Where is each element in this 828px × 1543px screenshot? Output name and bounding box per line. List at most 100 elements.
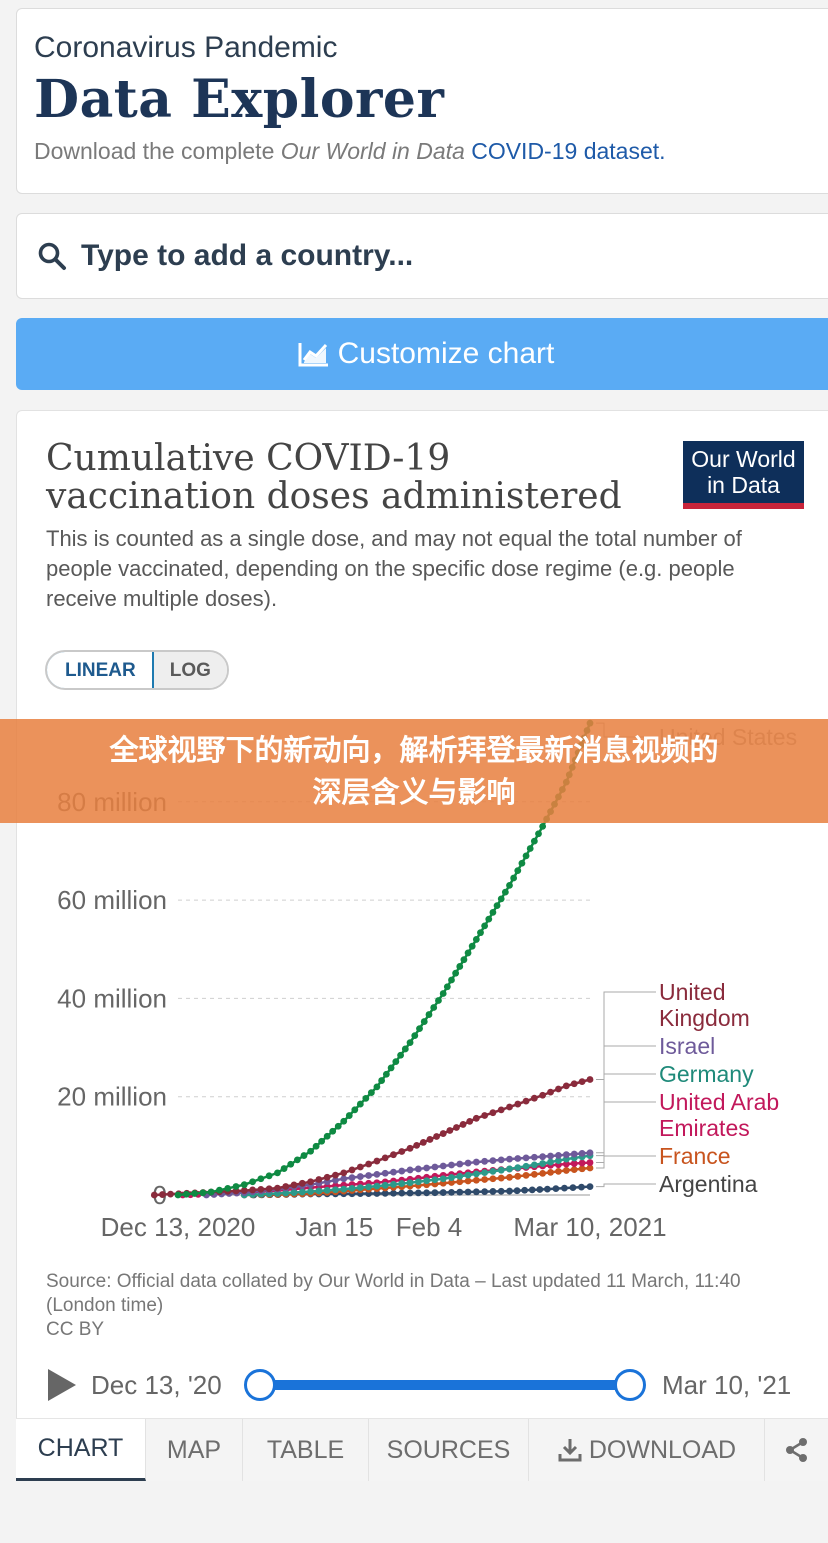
owid-logo[interactable]: Our World in Data	[683, 441, 804, 509]
data-point	[586, 1149, 594, 1157]
data-point	[522, 1162, 530, 1170]
data-point	[298, 1179, 306, 1187]
data-point	[390, 1181, 397, 1188]
data-point	[561, 1184, 568, 1192]
data-point	[514, 1155, 522, 1162]
data-point	[543, 1185, 551, 1193]
line-chart-icon	[298, 343, 328, 367]
scale-toggle[interactable]: LINEAR LOG	[45, 650, 229, 690]
log-scale-button[interactable]: LOG	[153, 652, 227, 688]
linear-scale-button[interactable]: LINEAR	[46, 652, 154, 688]
data-point	[191, 1190, 198, 1197]
data-point	[265, 1172, 273, 1180]
data-point	[555, 1157, 562, 1164]
chart-title: Cumulative COVID-19 vaccination doses ad…	[46, 438, 622, 517]
data-point	[460, 956, 468, 964]
data-point	[481, 1188, 489, 1196]
data-point	[522, 852, 530, 860]
data-point	[530, 1094, 538, 1102]
data-point	[287, 1160, 295, 1168]
tab-map[interactable]: MAP	[146, 1419, 243, 1481]
legend-label: United Arab	[659, 1089, 779, 1115]
data-point	[257, 1175, 265, 1183]
timeline-end-label: Mar 10, '21	[662, 1370, 792, 1400]
data-point	[356, 1184, 364, 1192]
legend-connector	[596, 991, 656, 1080]
data-point	[489, 1109, 497, 1117]
timeline-start-label: Dec 13, '20	[91, 1370, 222, 1400]
data-point	[282, 1183, 290, 1190]
data-point	[526, 845, 534, 852]
data-point	[167, 1190, 174, 1198]
data-point	[448, 1174, 455, 1181]
data-point	[398, 1167, 406, 1175]
data-point	[381, 1154, 389, 1162]
tab-chart[interactable]: CHART	[16, 1419, 146, 1481]
tab-download[interactable]: DOWNLOAD	[529, 1419, 765, 1481]
legend-label: Kingdom	[659, 1005, 750, 1031]
legend-connector	[596, 1183, 656, 1188]
search-input[interactable]: Type to add a country...	[81, 239, 414, 272]
tab-table[interactable]: TABLE	[243, 1419, 369, 1481]
data-point	[547, 1088, 554, 1096]
data-point	[307, 1147, 314, 1155]
data-point	[535, 830, 542, 838]
data-point	[373, 1083, 381, 1091]
data-point	[329, 1127, 337, 1135]
data-point	[426, 1136, 434, 1143]
data-point	[530, 1170, 538, 1178]
data-point	[356, 1173, 364, 1180]
timeline-track[interactable]	[260, 1380, 630, 1390]
data-point	[586, 1164, 594, 1172]
customize-chart-button[interactable]: Customize chart	[16, 318, 828, 390]
data-point	[497, 1174, 505, 1182]
dataset-link[interactable]: COVID-19 dataset.	[471, 138, 666, 164]
legend-label: Germany	[659, 1061, 754, 1087]
data-point	[315, 1187, 323, 1195]
data-point	[307, 1178, 314, 1186]
tab-map-label: MAP	[166, 1435, 222, 1464]
data-point	[578, 1078, 586, 1086]
data-point	[318, 1137, 326, 1145]
data-point	[555, 1085, 562, 1093]
data-point	[332, 1186, 339, 1194]
data-point	[489, 1168, 497, 1175]
data-point	[397, 1051, 404, 1059]
country-search[interactable]: Type to add a country...	[16, 213, 828, 299]
legend-label: Emirates	[659, 1115, 750, 1141]
data-point	[257, 1185, 265, 1193]
data-point	[249, 1186, 256, 1194]
data-point	[522, 1154, 530, 1162]
tab-share[interactable]	[765, 1419, 828, 1481]
data-point	[280, 1165, 288, 1172]
download-prefix: Download the complete	[34, 138, 281, 164]
data-point	[293, 1156, 301, 1164]
data-point	[555, 1151, 562, 1159]
data-point	[481, 922, 489, 930]
data-point	[514, 867, 522, 875]
data-point	[381, 1169, 389, 1177]
data-point	[472, 1188, 480, 1196]
data-point	[514, 1164, 522, 1171]
timeline-end-handle[interactable]	[614, 1369, 646, 1401]
banner-line-1: 全球视野下的新动向，解析拜登最新消息视频的	[109, 733, 719, 767]
tab-sources[interactable]: SOURCES	[369, 1419, 529, 1481]
data-point	[334, 1122, 342, 1130]
data-point	[493, 902, 501, 910]
data-point	[459, 1121, 467, 1128]
data-point	[348, 1184, 356, 1192]
data-point	[406, 1144, 414, 1152]
data-point	[497, 895, 505, 903]
data-point	[468, 942, 476, 950]
data-point	[485, 915, 493, 923]
timeline-start-handle[interactable]	[244, 1369, 276, 1401]
data-point	[224, 1184, 232, 1192]
data-point	[489, 1175, 497, 1183]
data-point	[423, 1189, 431, 1197]
data-point	[464, 1177, 472, 1185]
data-point	[510, 874, 518, 882]
play-icon[interactable]	[48, 1369, 76, 1401]
data-point	[481, 1176, 489, 1183]
data-point	[464, 949, 472, 957]
data-point	[240, 1187, 248, 1194]
